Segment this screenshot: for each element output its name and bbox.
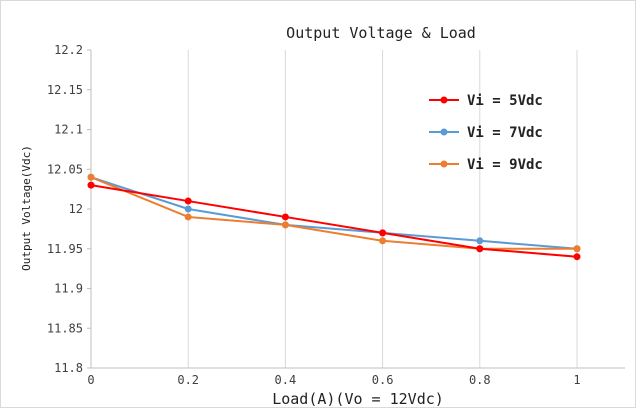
x-tick-label: 1	[573, 373, 580, 387]
y-tick-label: 12.15	[47, 83, 83, 97]
data-point	[281, 213, 289, 221]
series-lines	[87, 173, 581, 261]
data-point	[573, 253, 581, 261]
data-point	[379, 237, 387, 245]
axes	[87, 49, 625, 369]
y-tick-label: 12	[69, 202, 83, 216]
data-point	[281, 221, 289, 229]
grid-lines	[187, 50, 578, 368]
data-point	[184, 205, 192, 213]
series-line	[90, 176, 578, 250]
legend-marker	[440, 96, 448, 104]
y-tick-label: 11.8	[54, 361, 83, 375]
x-tick-label: 0.6	[372, 373, 394, 387]
y-tick-label: 11.85	[47, 321, 83, 335]
y-tick-label: 12.1	[54, 123, 83, 137]
series-line	[90, 184, 578, 258]
y-tick-label: 11.9	[54, 282, 83, 296]
y-tick-label: 12.05	[47, 162, 83, 176]
x-axis-title: Load(A)(Vo = 12Vdc)	[272, 390, 444, 407]
y-tick-labels: 11.8 11.85 11.9 11.95 12 12.05 12.1 12.15 12.2	[47, 43, 83, 375]
data-point	[573, 245, 581, 253]
x-tick-label: 0.4	[275, 373, 297, 387]
data-point	[184, 213, 192, 221]
data-point	[184, 197, 192, 205]
x-tick-labels: 0 0.2 0.4 0.6 0.8 1	[87, 373, 580, 387]
series-line	[90, 176, 577, 250]
x-tick-label: 0	[87, 373, 94, 387]
chart-title: Output Voltage & Load	[286, 24, 476, 42]
legend: Vi = 5Vdc Vi = 7Vdc Vi = 9Vdc	[429, 93, 543, 173]
y-tick-label: 12.2	[54, 43, 83, 57]
y-tick-label: 11.95	[47, 242, 83, 256]
legend-label: Vi = 7Vdc	[467, 125, 543, 141]
data-point	[476, 237, 484, 245]
x-tick-label: 0.8	[469, 373, 491, 387]
data-point	[87, 181, 95, 189]
x-tick-label: 0.2	[177, 373, 199, 387]
data-point	[379, 229, 387, 237]
data-point	[476, 245, 484, 253]
data-point	[87, 173, 95, 181]
y-axis-title: Output Voltage(Vdc)	[20, 145, 33, 271]
legend-marker	[440, 128, 448, 136]
legend-marker	[440, 160, 448, 168]
legend-label: Vi = 5Vdc	[467, 93, 543, 109]
legend-label: Vi = 9Vdc	[467, 157, 543, 173]
